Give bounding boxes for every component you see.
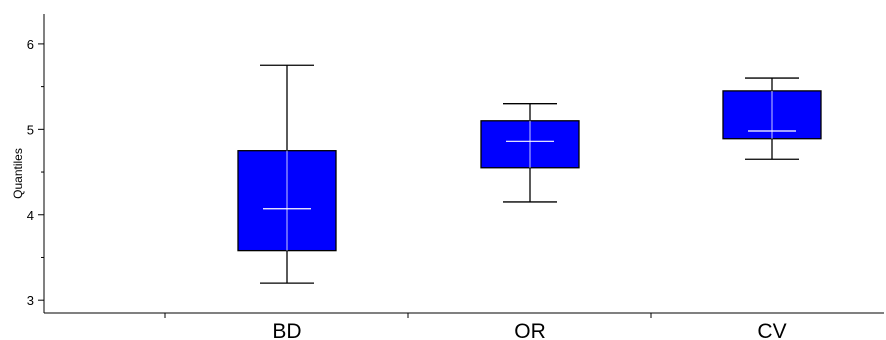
y-axis-ticks: 3 4 5 6: [27, 37, 44, 308]
box-bd: [237, 64, 337, 284]
y-tick-label: 3: [27, 293, 34, 308]
y-tick-label: 6: [27, 37, 34, 52]
y-tick-label: 5: [27, 122, 34, 137]
x-category-label-cv: CV: [757, 320, 786, 340]
box-cv: [722, 77, 822, 160]
x-axis-ticks: BD OR CV: [164, 313, 787, 340]
axes: [43, 14, 884, 314]
y-tick-label: 4: [27, 208, 34, 223]
box-or: [480, 103, 580, 203]
x-category-label-or: OR: [514, 320, 546, 340]
x-category-label-bd: BD: [272, 320, 301, 340]
box-series: [237, 64, 822, 284]
y-axis-title: Quantiles: [11, 148, 25, 199]
